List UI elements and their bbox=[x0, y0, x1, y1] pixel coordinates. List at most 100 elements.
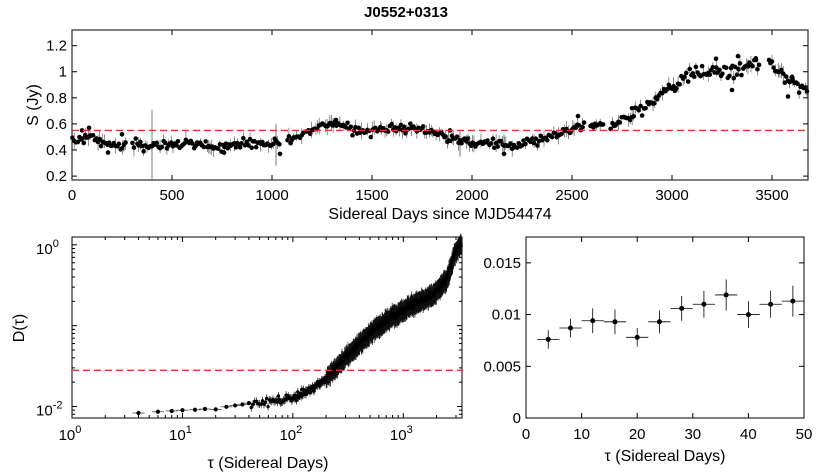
structure-function-point bbox=[294, 398, 299, 403]
lightcurve-point bbox=[533, 136, 538, 141]
structure-function-point bbox=[192, 407, 198, 412]
structure-function-x-ticks: 100 101 102 103 bbox=[59, 237, 457, 444]
lightcurve-point bbox=[750, 63, 755, 69]
lightcurve-x-tick-label: 3000 bbox=[655, 187, 688, 204]
lightcurve-point bbox=[693, 64, 699, 70]
zoom-point bbox=[590, 318, 596, 324]
lightcurve-point bbox=[330, 123, 336, 128]
lightcurve-y-tick-label: 0.6 bbox=[46, 116, 67, 133]
structure-function-zoom-y-ticks: 0 0.005 0.01 0.015 bbox=[483, 255, 804, 427]
lightcurve-point bbox=[203, 139, 208, 144]
lightcurve-point bbox=[368, 134, 374, 140]
lightcurve-point bbox=[174, 143, 179, 148]
lightcurve-point bbox=[350, 133, 355, 138]
lightcurve-point bbox=[80, 136, 85, 141]
lightcurve-x-label: Sidereal Days since MJD54474 bbox=[328, 206, 551, 223]
lightcurve-point bbox=[699, 63, 705, 69]
lightcurve-point bbox=[244, 139, 250, 145]
lightcurve-point bbox=[498, 138, 504, 144]
lightcurve-point bbox=[636, 107, 642, 113]
lightcurve-point bbox=[485, 138, 490, 143]
structure-function-data bbox=[72, 233, 463, 416]
lightcurve-point bbox=[86, 125, 92, 131]
lightcurve-axes-box bbox=[71, 29, 809, 181]
lightcurve-point bbox=[804, 88, 810, 94]
lightcurve-point bbox=[389, 121, 395, 127]
lightcurve-x-tick-label: 500 bbox=[159, 187, 184, 204]
lightcurve-point bbox=[356, 125, 361, 131]
zoom-x-tick-label: 20 bbox=[629, 426, 646, 443]
structure-function-point bbox=[275, 400, 280, 404]
lightcurve-point bbox=[190, 141, 195, 146]
lightcurve-point bbox=[333, 117, 339, 123]
lightcurve-point bbox=[639, 113, 645, 118]
lightcurve-y-tick-label: 0.2 bbox=[46, 168, 67, 185]
structure-function-x-tick-label: 100 bbox=[59, 424, 82, 444]
lightcurve-point bbox=[713, 65, 719, 70]
lightcurve-point bbox=[685, 79, 691, 84]
zoom-point bbox=[567, 325, 573, 331]
lightcurve-point bbox=[490, 136, 496, 142]
lightcurve-point bbox=[779, 67, 784, 73]
lightcurve-point bbox=[575, 113, 581, 119]
structure-function-point bbox=[213, 407, 218, 412]
lightcurve-point bbox=[789, 74, 795, 80]
lightcurve-x-tick-label: 3500 bbox=[755, 187, 788, 204]
structure-function-point bbox=[296, 390, 300, 394]
lightcurve-point bbox=[580, 124, 585, 130]
lightcurve-point bbox=[531, 140, 537, 146]
lightcurve-point bbox=[454, 134, 460, 140]
lightcurve-point bbox=[581, 120, 587, 125]
structure-function-point bbox=[169, 408, 174, 414]
zoom-point bbox=[745, 312, 751, 318]
lightcurve-point bbox=[239, 141, 244, 146]
lightcurve-point bbox=[286, 134, 292, 139]
lightcurve-point bbox=[348, 124, 354, 130]
lightcurve-point bbox=[755, 66, 760, 72]
lightcurve-point bbox=[771, 65, 776, 70]
lightcurve-point bbox=[769, 59, 775, 64]
structure-function-point bbox=[202, 406, 208, 412]
lightcurve-point bbox=[459, 140, 464, 146]
lightcurve-point bbox=[175, 138, 181, 144]
lightcurve-point bbox=[277, 142, 282, 147]
lightcurve-point bbox=[131, 145, 137, 150]
lightcurve-point bbox=[796, 90, 802, 95]
lightcurve-point bbox=[75, 139, 81, 145]
zoom-y-tick-label: 0.015 bbox=[483, 255, 521, 272]
lightcurve-point bbox=[727, 73, 732, 79]
lightcurve-y-ticks: 0.2 0.4 0.6 0.8 1 1.2 bbox=[46, 38, 808, 185]
zoom-x-tick-label: 40 bbox=[740, 426, 757, 443]
lightcurve-point bbox=[116, 141, 122, 147]
lightcurve-point bbox=[723, 65, 729, 71]
lightcurve-point bbox=[488, 141, 494, 146]
lightcurve-point bbox=[81, 140, 87, 146]
lightcurve-point bbox=[241, 135, 246, 141]
zoom-x-tick-label: 0 bbox=[522, 426, 530, 443]
lightcurve-point bbox=[123, 140, 128, 145]
lightcurve-point bbox=[133, 136, 139, 141]
lightcurve-point bbox=[783, 74, 789, 79]
structure-function-zoom-x-label: τ (Sidereal Days) bbox=[604, 448, 725, 465]
lightcurve-point bbox=[201, 144, 207, 150]
lightcurve-point bbox=[253, 144, 259, 150]
lightcurve-point bbox=[617, 120, 623, 125]
lightcurve-x-tick-label: 2000 bbox=[455, 187, 488, 204]
structure-function-point bbox=[266, 404, 270, 409]
lightcurve-x-tick-label: 1000 bbox=[255, 187, 288, 204]
lightcurve-point bbox=[737, 61, 743, 66]
lightcurve-point bbox=[691, 74, 697, 80]
lightcurve-point bbox=[707, 72, 713, 77]
structure-function-point bbox=[246, 401, 252, 406]
lightcurve-y-label: S (Jy) bbox=[25, 84, 42, 126]
structure-function-axes-box bbox=[71, 236, 463, 419]
lightcurve-point bbox=[465, 136, 471, 141]
lightcurve-x-tick-label: 0 bbox=[68, 187, 76, 204]
lightcurve-point bbox=[443, 134, 449, 139]
lightcurve-point bbox=[643, 105, 648, 111]
structure-function-x-tick-label: 101 bbox=[169, 424, 192, 444]
lightcurve-point bbox=[277, 151, 283, 157]
lightcurve-point bbox=[549, 134, 555, 140]
lightcurve-point bbox=[629, 105, 635, 111]
lightcurve-point bbox=[401, 124, 407, 129]
